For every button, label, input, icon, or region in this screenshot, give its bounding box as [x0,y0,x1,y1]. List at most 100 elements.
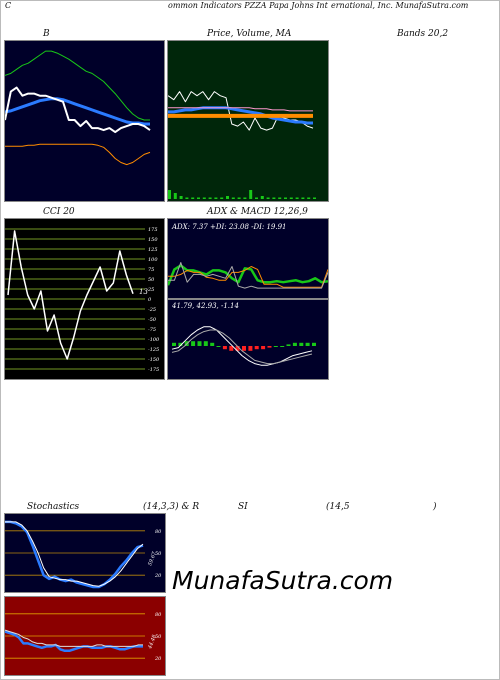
cci-panel: 13 175 150 125 100 75 50 25 0 -25 -50 -75 -100 -125 -… [4,218,165,380]
stoch-panel: 59.67 80 50 20 [4,513,166,593]
cci-tick-label: 150 [148,237,158,243]
rsi-params-close: ) [433,502,437,512]
macd-histogram-bar [292,342,297,346]
bollinger-price-line [5,86,151,134]
volume-bar [243,197,247,199]
header-site: ernational, Inc. MunafaSutra.com [331,1,469,10]
volume-bar [307,197,311,199]
volume-bar [214,197,218,199]
volume-bar [289,197,293,199]
stoch-value-label: 59.67 [147,550,158,566]
cci-tick-label: -25 [148,307,156,313]
volume-bar [197,197,200,199]
rsi-signal-line [5,629,143,647]
volume-bar [202,197,206,199]
macd-signal-line [171,329,313,365]
cci-tick-label: 25 [147,287,154,293]
cci-tick-label: -100 [148,337,160,343]
cci-title: CCI 20 [43,207,75,217]
rsi-tick-label: 20 [154,656,162,662]
volume-bar [313,197,316,199]
cci-tick-label: -50 [148,317,157,323]
stochastics-tick-label: 50 [155,551,162,557]
bollinger-upper-line [5,50,150,121]
volume-bar [173,193,177,199]
volume-bar [220,197,224,199]
stochastics-tick-label: 20 [154,573,162,579]
volume-bar [260,196,264,199]
cci-line [7,230,134,360]
volume-bar [278,197,282,199]
macd-histogram-bar [305,342,310,346]
rsi-params: (14,5 [326,502,350,512]
stochastics-d-line [5,521,144,587]
volume-bar [191,197,195,199]
volume-bar [231,197,235,199]
cci-tick-label: 75 [148,267,154,273]
macd-histogram-bar [229,346,234,351]
volume-bar [226,196,229,199]
macd-histogram-bar [172,342,176,346]
adx-minus_di-line [168,262,328,289]
bands-title: B [43,29,50,39]
adx-values-label: ADX: 7.37 +DI: 23.08 -DI: 19.91 [171,223,287,231]
macd-histogram-bar [216,346,221,347]
cci-tick-label: 100 [148,257,158,263]
stoch-title: Stochastics [27,502,80,512]
rsi-title: SI [238,502,248,512]
macd-histogram-bar [312,342,316,346]
rsi-tick-label: 50 [155,634,162,640]
macd-histogram-bar [273,346,278,347]
volume-bar [168,190,171,199]
macd-values-label: 41.79, 42.93, -1.14 [171,302,239,310]
volume-bar [301,197,305,199]
watermark: MunafaSutra.com [172,566,394,595]
bollinger-lower-line [5,143,151,166]
cci-chart: 13 175 150 125 100 75 50 25 0 -25 -50 -75 -100 -125 -… [5,227,160,373]
bollinger-chart [5,50,151,166]
price-panel [167,40,329,202]
macd-histogram-bar [242,346,246,351]
volume-bar [295,197,299,199]
cci-tick-label: -125 [148,347,159,353]
rsi-panel: 44.48 80 50 20 [4,596,166,676]
rsi-tick-label: 80 [155,612,162,618]
price-ma_pink-line [168,107,313,112]
macd-histogram-bar [197,341,202,346]
volume-bar [272,197,276,199]
macd-histogram-bar [261,346,266,350]
macd-histogram-bar [191,341,196,346]
stoch-params: (14,3,3) & R [143,502,200,512]
cci-tick-label: 175 [148,227,158,233]
adx-chart: ADX: 7.37 +DI: 23.08 -DI: 19.91 [168,223,328,289]
header-title: ommon Indicators PZZA Papa Johns Int [168,1,328,10]
macd-macd-line [171,326,313,366]
volume-bar [237,197,241,199]
stochastics-tick-label: 80 [155,529,162,535]
macd-histogram-bar [248,346,253,351]
macd-histogram-bar [235,346,240,351]
bands-title-right: Bands 20,2 [397,29,449,39]
macd-histogram-bar [280,346,285,347]
macd-histogram-bar [222,346,227,350]
macd-histogram-bar [299,342,304,346]
macd-histogram-bar [178,342,183,346]
price-ma_blue-line [168,106,313,125]
volume-bar [179,196,183,199]
bollinger-middle-line [5,97,150,126]
macd-histogram-bar [267,346,272,348]
adx-plus_di-line [168,266,328,288]
cci-tick-label: 125 [148,247,158,253]
adx-macd-title: ADX & MACD 12,26,9 [207,207,308,217]
header-letter: C [5,1,12,10]
cci-value-label: 13 [139,288,148,296]
cci-tick-label: 50 [148,277,155,283]
stoch-chart: 59.67 80 50 20 [5,520,162,589]
price-chart [168,91,316,199]
bollinger-panel [4,40,165,202]
rsi-value-label: 44.48 [147,634,158,650]
volume-bar [255,197,258,199]
macd-histogram-bar [203,341,208,346]
macd-histogram-bar [254,346,259,350]
cci-tick-label: -175 [148,367,159,373]
